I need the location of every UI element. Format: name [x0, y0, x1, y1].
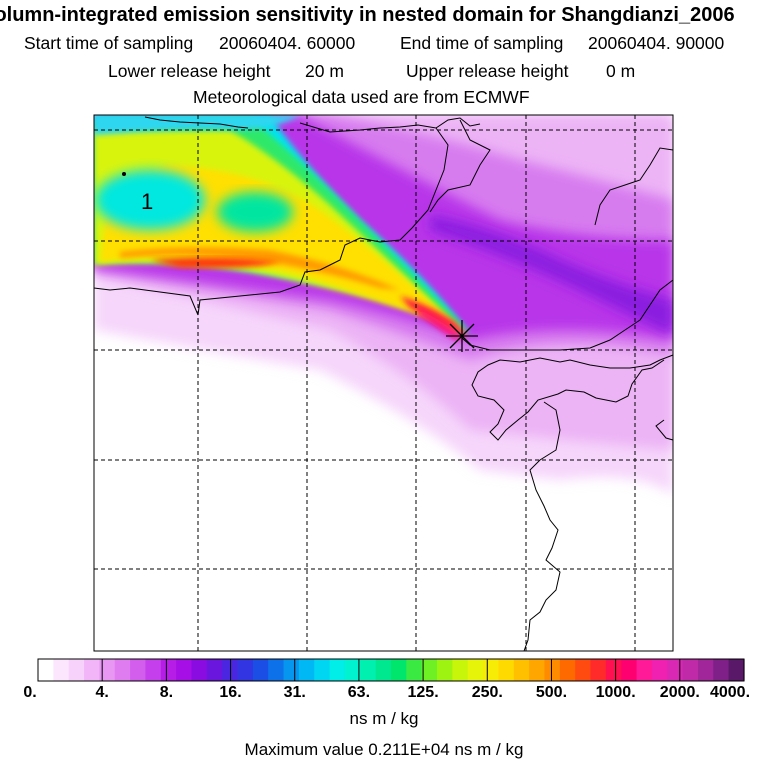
colorbar-segment: [53, 659, 70, 681]
coastline-borders: [93, 116, 674, 652]
border-line-5: [594, 147, 674, 226]
lat-lon-grid: [94, 115, 673, 651]
colorbar-segment: [329, 659, 346, 681]
colorbar-segment: [38, 659, 54, 681]
colorbar-segment: [636, 659, 653, 681]
colorbar-tick-label: 125.: [407, 684, 439, 701]
colorbar-tick-label: 8.: [159, 684, 174, 701]
colorbar-segment: [114, 659, 131, 681]
colorbar-unit: ns m / kg: [349, 709, 419, 728]
start-time-value: 20060404. 60000: [219, 33, 356, 53]
colorbar-tick-label: 31.: [283, 684, 306, 701]
colorbar-tick-label: 4.: [95, 684, 109, 701]
colorbar-segment: [713, 659, 730, 681]
colorbar-frame: [37, 658, 745, 682]
colorbar-segment: [513, 659, 530, 681]
colorbar-segment: [651, 659, 668, 681]
colorbar-segment: [283, 659, 300, 681]
upper-release-value: 0 m: [606, 61, 636, 81]
colorbar-segment: [544, 659, 561, 681]
end-time-value: 20060404. 90000: [588, 33, 725, 53]
colorbar-segment: [728, 659, 745, 681]
colorbar-tick-label: 4000.: [709, 684, 751, 701]
colorbar-tick-label: 16.: [219, 684, 242, 701]
field-layer-red-tail: [400, 296, 468, 338]
colorbar-segment: [621, 659, 638, 681]
field-layer-magenta: [418, 310, 462, 340]
colorbar-segment: [84, 659, 100, 681]
upper-release-label: Upper release height: [406, 61, 569, 81]
colorbar-segment: [421, 659, 438, 681]
colorbar-segment: [682, 659, 699, 681]
plot-title: Column-integrated emission sensitivity i…: [0, 4, 735, 26]
border-line-7: [471, 354, 674, 441]
colorbar-segment: [467, 659, 484, 681]
colorbar-segment: [130, 659, 147, 681]
border-line-2: [197, 127, 449, 316]
colorbar-tick-label: 63.: [347, 684, 371, 701]
colorbar: [38, 659, 745, 681]
colorbar-segment: [590, 659, 607, 681]
colorbar-segment: [68, 659, 85, 681]
colorbar-segment: [360, 659, 377, 681]
colorbar-ticks: [101, 659, 681, 681]
colorbar-segment: [667, 659, 684, 681]
sensitivity-field: [94, 115, 673, 651]
start-time-label: Start time of sampling: [24, 33, 194, 53]
colorbar-segment: [391, 659, 407, 681]
border-line-6: [461, 279, 674, 351]
colorbar-segment: [160, 659, 177, 681]
maximum-value-text: Maximum value 0.211E+04 ns m / kg: [244, 740, 524, 759]
field-layer-orange: [120, 247, 400, 290]
border-line-8: [523, 401, 561, 652]
colorbar-segment: [605, 659, 622, 681]
colorbar-tick-label: 1000.: [595, 684, 636, 701]
field-layer-red: [150, 257, 280, 269]
colorbar-segment: [375, 659, 392, 681]
field-pocket-cyan-2: [217, 192, 293, 232]
colorbar-segment: [697, 659, 714, 681]
met-data-text: Meteorological data used are from ECMWF: [193, 87, 530, 107]
colorbar-tick-label: 0.: [23, 684, 37, 701]
cluster-label: 1: [141, 189, 153, 214]
colorbar-segment: [252, 659, 269, 681]
colorbar-segment: [268, 659, 285, 681]
colorbar-tick-label: 2000.: [659, 684, 700, 701]
border-line-1: [299, 117, 481, 133]
colorbar-segment: [191, 659, 208, 681]
receptor-cross-icon: [446, 320, 478, 352]
cluster-dot: [122, 172, 126, 176]
border-line-4: [429, 119, 491, 213]
colorbar-segment: [498, 659, 515, 681]
lower-release-label: Lower release height: [108, 61, 271, 81]
colorbar-tick-label: 500.: [535, 684, 568, 701]
end-time-label: End time of sampling: [400, 33, 564, 53]
colorbar-segment: [314, 659, 331, 681]
colorbar-segment: [145, 659, 162, 681]
colorbar-segment: [483, 659, 500, 681]
colorbar-segment: [559, 659, 576, 681]
lower-release-value: 20 m: [305, 61, 344, 81]
colorbar-segment: [206, 659, 223, 681]
border-line-9: [655, 419, 674, 441]
field-layer-violet: [430, 215, 673, 335]
colorbar-segment: [298, 659, 315, 681]
colorbar-segment: [176, 659, 193, 681]
colorbar-segment: [452, 659, 469, 681]
colorbar-segment: [437, 659, 453, 681]
border-line-3: [93, 287, 199, 316]
colorbar-segment: [575, 659, 592, 681]
colorbar-segment: [237, 659, 254, 681]
colorbar-segment: [99, 659, 116, 681]
colorbar-tick-label: 250.: [471, 684, 503, 701]
colorbar-segment: [529, 659, 546, 681]
map-frame: [93, 114, 674, 652]
border-line-north: [144, 116, 249, 129]
field-pocket-cyan-1: [95, 170, 205, 230]
colorbar-segment: [344, 659, 361, 681]
colorbar-segment: [406, 659, 423, 681]
